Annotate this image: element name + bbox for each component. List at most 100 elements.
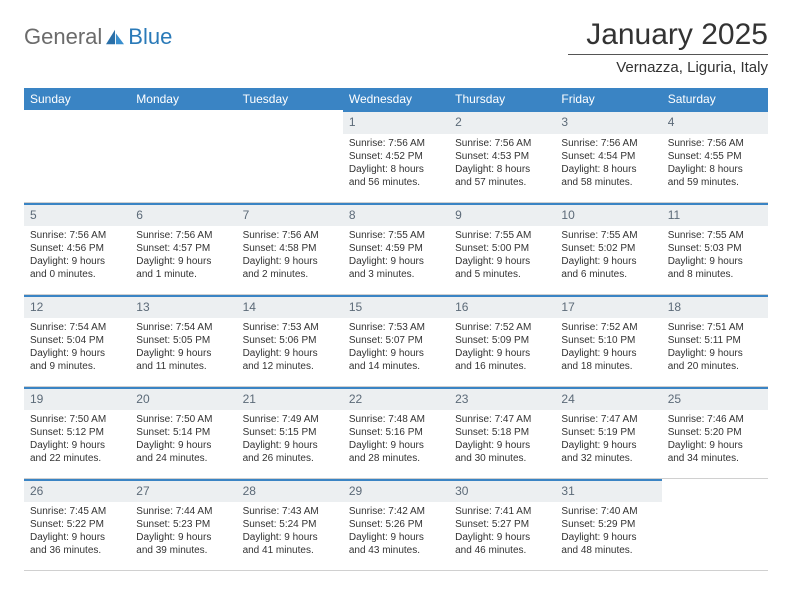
day-body: Sunrise: 7:56 AMSunset: 4:57 PMDaylight:… [130, 226, 236, 284]
day-info-line: Sunrise: 7:54 AM [136, 321, 230, 334]
day-info-line: Sunrise: 7:54 AM [30, 321, 124, 334]
weekday-header-row: Sunday Monday Tuesday Wednesday Thursday… [24, 88, 768, 110]
calendar-day-cell: 11Sunrise: 7:55 AMSunset: 5:03 PMDayligh… [662, 202, 768, 294]
day-info-line: Daylight: 9 hours [30, 255, 124, 268]
day-number: 9 [449, 203, 555, 227]
calendar-day-cell: 1Sunrise: 7:56 AMSunset: 4:52 PMDaylight… [343, 110, 449, 202]
day-number: 5 [24, 203, 130, 227]
day-info-line: Daylight: 9 hours [455, 439, 549, 452]
logo-sail-icon [104, 28, 126, 46]
day-info-line: and 8 minutes. [668, 268, 762, 281]
month-title: January 2025 [568, 18, 768, 52]
logo-text-blue: Blue [128, 24, 172, 50]
day-info-line: Daylight: 9 hours [668, 439, 762, 452]
day-info-line: and 56 minutes. [349, 176, 443, 189]
calendar-day-cell: 19Sunrise: 7:50 AMSunset: 5:12 PMDayligh… [24, 386, 130, 478]
day-info-line: Sunset: 5:07 PM [349, 334, 443, 347]
day-body: Sunrise: 7:55 AMSunset: 5:03 PMDaylight:… [662, 226, 768, 284]
calendar-day-cell: 13Sunrise: 7:54 AMSunset: 5:05 PMDayligh… [130, 294, 236, 386]
calendar-body: 1Sunrise: 7:56 AMSunset: 4:52 PMDaylight… [24, 110, 768, 570]
day-info-line: and 36 minutes. [30, 544, 124, 557]
title-block: January 2025 Vernazza, Liguria, Italy [568, 18, 768, 76]
day-info-line: Sunrise: 7:55 AM [668, 229, 762, 242]
day-info-line: Sunset: 5:06 PM [243, 334, 337, 347]
day-info-line: Sunrise: 7:40 AM [561, 505, 655, 518]
day-body: Sunrise: 7:56 AMSunset: 4:56 PMDaylight:… [24, 226, 130, 284]
weekday-header: Sunday [24, 88, 130, 110]
day-info-line: and 18 minutes. [561, 360, 655, 373]
day-number: 29 [343, 479, 449, 503]
calendar-day-cell: 12Sunrise: 7:54 AMSunset: 5:04 PMDayligh… [24, 294, 130, 386]
calendar-day-cell: 20Sunrise: 7:50 AMSunset: 5:14 PMDayligh… [130, 386, 236, 478]
day-body: Sunrise: 7:53 AMSunset: 5:06 PMDaylight:… [237, 318, 343, 376]
day-info-line: and 14 minutes. [349, 360, 443, 373]
calendar-day-cell: 7Sunrise: 7:56 AMSunset: 4:58 PMDaylight… [237, 202, 343, 294]
day-info-line: Sunset: 4:57 PM [136, 242, 230, 255]
day-body: Sunrise: 7:56 AMSunset: 4:58 PMDaylight:… [237, 226, 343, 284]
day-info-line: Daylight: 9 hours [136, 255, 230, 268]
day-number: 14 [237, 295, 343, 319]
calendar-day-cell: 23Sunrise: 7:47 AMSunset: 5:18 PMDayligh… [449, 386, 555, 478]
day-body: Sunrise: 7:56 AMSunset: 4:55 PMDaylight:… [662, 134, 768, 192]
day-number: 13 [130, 295, 236, 319]
day-info-line: Sunset: 5:16 PM [349, 426, 443, 439]
day-info-line: Daylight: 8 hours [349, 163, 443, 176]
day-body: Sunrise: 7:55 AMSunset: 5:02 PMDaylight:… [555, 226, 661, 284]
day-body: Sunrise: 7:47 AMSunset: 5:19 PMDaylight:… [555, 410, 661, 468]
day-number: 19 [24, 387, 130, 411]
day-info-line: Daylight: 9 hours [243, 531, 337, 544]
day-number: 25 [662, 387, 768, 411]
day-info-line: Sunset: 5:26 PM [349, 518, 443, 531]
weekday-header: Tuesday [237, 88, 343, 110]
day-info-line: Sunset: 5:22 PM [30, 518, 124, 531]
day-info-line: Daylight: 8 hours [668, 163, 762, 176]
day-body: Sunrise: 7:56 AMSunset: 4:54 PMDaylight:… [555, 134, 661, 192]
calendar-day-cell: 10Sunrise: 7:55 AMSunset: 5:02 PMDayligh… [555, 202, 661, 294]
calendar-week-row: 19Sunrise: 7:50 AMSunset: 5:12 PMDayligh… [24, 386, 768, 478]
calendar-day-cell: 25Sunrise: 7:46 AMSunset: 5:20 PMDayligh… [662, 386, 768, 478]
day-info-line: Sunrise: 7:55 AM [561, 229, 655, 242]
day-info-line: Daylight: 9 hours [349, 439, 443, 452]
day-info-line: and 59 minutes. [668, 176, 762, 189]
day-info-line: Sunrise: 7:49 AM [243, 413, 337, 426]
day-info-line: and 30 minutes. [455, 452, 549, 465]
day-info-line: Sunrise: 7:52 AM [561, 321, 655, 334]
day-number: 3 [555, 110, 661, 134]
day-info-line: Sunset: 5:27 PM [455, 518, 549, 531]
day-info-line: and 6 minutes. [561, 268, 655, 281]
calendar-day-cell: 2Sunrise: 7:56 AMSunset: 4:53 PMDaylight… [449, 110, 555, 202]
day-info-line: and 2 minutes. [243, 268, 337, 281]
day-body: Sunrise: 7:43 AMSunset: 5:24 PMDaylight:… [237, 502, 343, 560]
day-info-line: and 34 minutes. [668, 452, 762, 465]
day-info-line: Sunrise: 7:42 AM [349, 505, 443, 518]
day-info-line: Sunset: 5:18 PM [455, 426, 549, 439]
day-info-line: Sunset: 5:02 PM [561, 242, 655, 255]
day-info-line: Daylight: 9 hours [30, 531, 124, 544]
day-number: 20 [130, 387, 236, 411]
day-info-line: Daylight: 9 hours [243, 439, 337, 452]
calendar-day-cell [662, 478, 768, 570]
day-info-line: Daylight: 9 hours [455, 347, 549, 360]
day-info-line: Daylight: 9 hours [30, 347, 124, 360]
day-info-line: Sunset: 5:00 PM [455, 242, 549, 255]
header: General Blue January 2025 Vernazza, Ligu… [24, 18, 768, 76]
day-body: Sunrise: 7:52 AMSunset: 5:10 PMDaylight:… [555, 318, 661, 376]
day-info-line: Sunrise: 7:48 AM [349, 413, 443, 426]
calendar-day-cell: 16Sunrise: 7:52 AMSunset: 5:09 PMDayligh… [449, 294, 555, 386]
calendar-table: Sunday Monday Tuesday Wednesday Thursday… [24, 88, 768, 571]
day-info-line: Daylight: 9 hours [668, 255, 762, 268]
calendar-week-row: 26Sunrise: 7:45 AMSunset: 5:22 PMDayligh… [24, 478, 768, 570]
day-info-line: and 9 minutes. [30, 360, 124, 373]
day-info-line: Sunset: 5:19 PM [561, 426, 655, 439]
calendar-day-cell: 14Sunrise: 7:53 AMSunset: 5:06 PMDayligh… [237, 294, 343, 386]
day-info-line: and 0 minutes. [30, 268, 124, 281]
calendar-day-cell: 30Sunrise: 7:41 AMSunset: 5:27 PMDayligh… [449, 478, 555, 570]
day-info-line: Daylight: 9 hours [561, 255, 655, 268]
day-info-line: and 3 minutes. [349, 268, 443, 281]
day-number: 2 [449, 110, 555, 134]
day-info-line: Daylight: 9 hours [243, 255, 337, 268]
day-number: 10 [555, 203, 661, 227]
day-info-line: and 43 minutes. [349, 544, 443, 557]
day-info-line: Sunset: 5:29 PM [561, 518, 655, 531]
day-info-line: Daylight: 9 hours [349, 347, 443, 360]
